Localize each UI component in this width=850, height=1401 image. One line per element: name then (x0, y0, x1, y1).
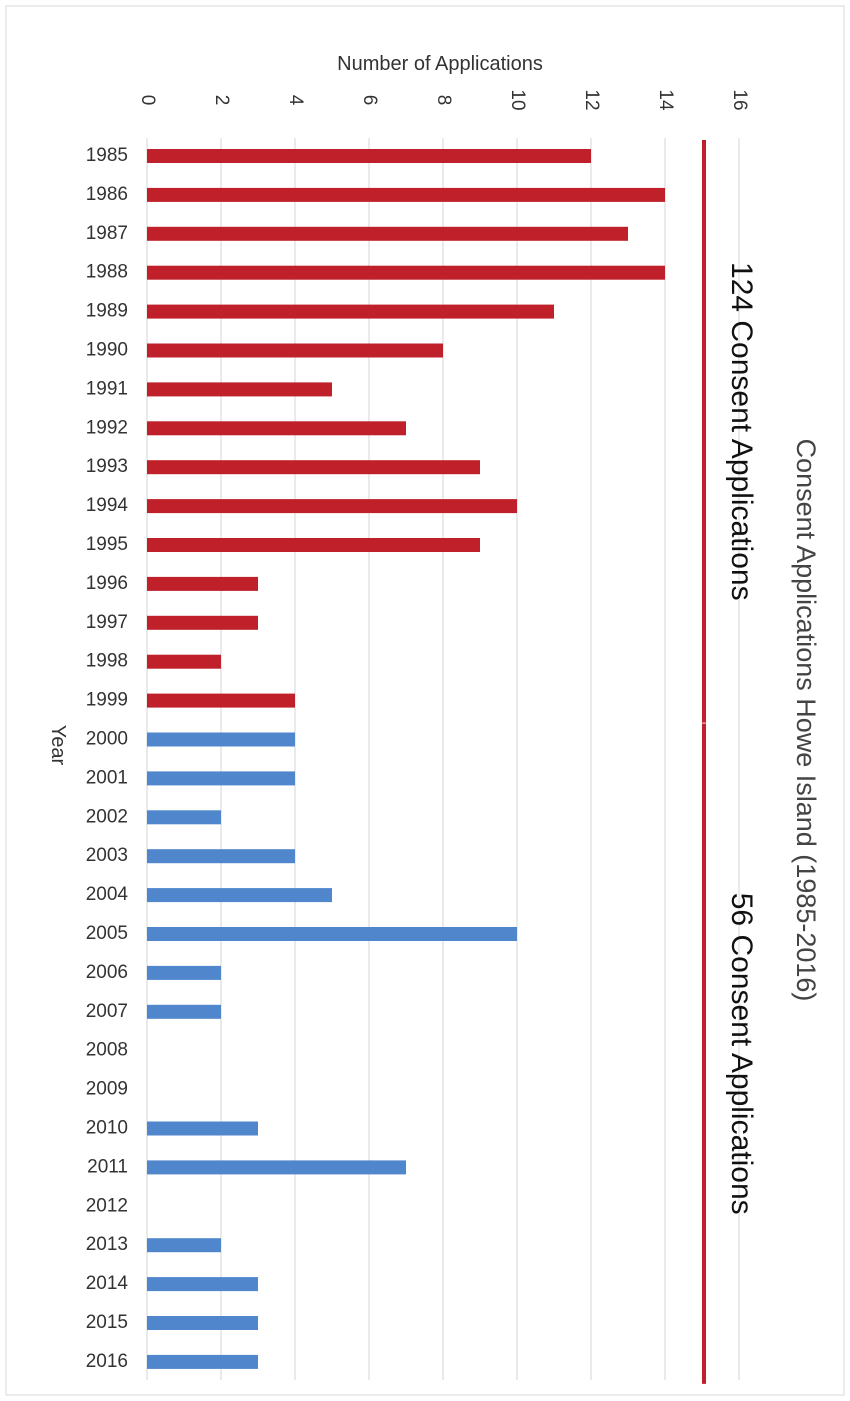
y-tick-label: 1998 (86, 651, 128, 672)
y-tick-label: 1986 (86, 184, 128, 205)
y-tick-label: 1985 (86, 145, 128, 166)
bar (147, 187, 665, 202)
y-tick-label: 1999 (86, 690, 128, 711)
bar (147, 149, 591, 163)
bar (147, 1121, 258, 1136)
y-tick-label: 1989 (86, 301, 128, 322)
y-tick-label: 1994 (86, 495, 129, 516)
bar (147, 732, 295, 747)
y-axis-title: Year (47, 725, 69, 766)
bar (147, 265, 665, 280)
y-tick-label: 2002 (86, 806, 128, 827)
bar (147, 343, 443, 358)
bar-layer (147, 149, 665, 1369)
y-tick-label: 1997 (86, 612, 128, 633)
y-tick-label: 2013 (86, 1234, 128, 1255)
bar (147, 576, 258, 591)
x-tick-label: 12 (581, 89, 602, 110)
y-tick-label: 2012 (86, 1195, 128, 1216)
y-tick-label: 1990 (86, 340, 128, 361)
y-tick-label: 2010 (86, 1118, 128, 1139)
y-tick-label: 2006 (86, 962, 128, 983)
bar (147, 810, 221, 825)
chart-border (5, 5, 845, 1396)
y-tick-label: 2015 (86, 1312, 128, 1333)
bar (147, 654, 221, 669)
x-tick-label: 0 (137, 95, 158, 106)
y-tick-label: 2003 (86, 845, 128, 866)
x-tick-label: 8 (433, 95, 454, 106)
y-tick-label: 1996 (86, 573, 128, 594)
y-tick-label: 2005 (86, 923, 128, 944)
y-tick-label: 2000 (86, 729, 128, 750)
y-tick-label: 2016 (86, 1351, 128, 1372)
bar (147, 615, 258, 630)
y-tick-label: 1987 (86, 223, 128, 244)
y-tick-label: 1993 (86, 456, 128, 477)
x-tick-label: 6 (359, 95, 380, 106)
bar (147, 1277, 258, 1292)
x-axis-title: Number of Applications (337, 53, 543, 75)
y-tick-label: 2004 (86, 884, 129, 905)
bar (147, 1354, 258, 1369)
x-tick-label: 4 (285, 95, 306, 106)
x-tick-label: 10 (507, 89, 528, 110)
x-tick-label: 14 (655, 89, 676, 111)
bar (147, 771, 295, 786)
bar (147, 1238, 221, 1253)
bar (147, 226, 628, 241)
bar (147, 460, 480, 475)
y-tick-label: 1991 (86, 378, 128, 399)
bar (147, 538, 480, 552)
bar (147, 304, 554, 319)
bar (147, 1004, 221, 1019)
bar (147, 965, 221, 980)
y-tick-label: 2001 (86, 767, 128, 788)
bar (147, 888, 332, 903)
annotation-label: 124 Consent Applications (725, 262, 758, 601)
bar (147, 849, 295, 864)
y-tick-label: 1992 (86, 417, 128, 438)
y-tick-label: 1995 (86, 534, 128, 555)
bar (147, 693, 295, 708)
bar (147, 927, 517, 941)
y-tick-label: 2007 (86, 1001, 128, 1022)
bar (147, 421, 406, 436)
chart-title: Consent Applications Howe Island (1985-2… (791, 439, 821, 1002)
bar (147, 382, 332, 397)
y-tick-label: 2011 (87, 1156, 128, 1177)
bar (147, 1316, 258, 1330)
x-tick-label: 2 (211, 95, 232, 106)
tick-layer: 0 2 4 6 8 10 12 14 16 1985 1986 1987 1988 1989 1990 199… (86, 89, 750, 1371)
annotation-layer: 124 Consent Applications 56 Consent Appli… (702, 140, 758, 1384)
x-tick-label: 16 (729, 89, 750, 110)
bar (147, 1160, 406, 1175)
grid-layer (146, 138, 740, 1380)
bar (147, 499, 517, 514)
annotation-label: 56 Consent Applications (725, 893, 758, 1215)
y-tick-label: 2008 (86, 1040, 128, 1061)
y-tick-label: 2014 (86, 1273, 129, 1294)
y-tick-label: 1988 (86, 262, 128, 283)
y-tick-label: 2009 (86, 1079, 128, 1100)
